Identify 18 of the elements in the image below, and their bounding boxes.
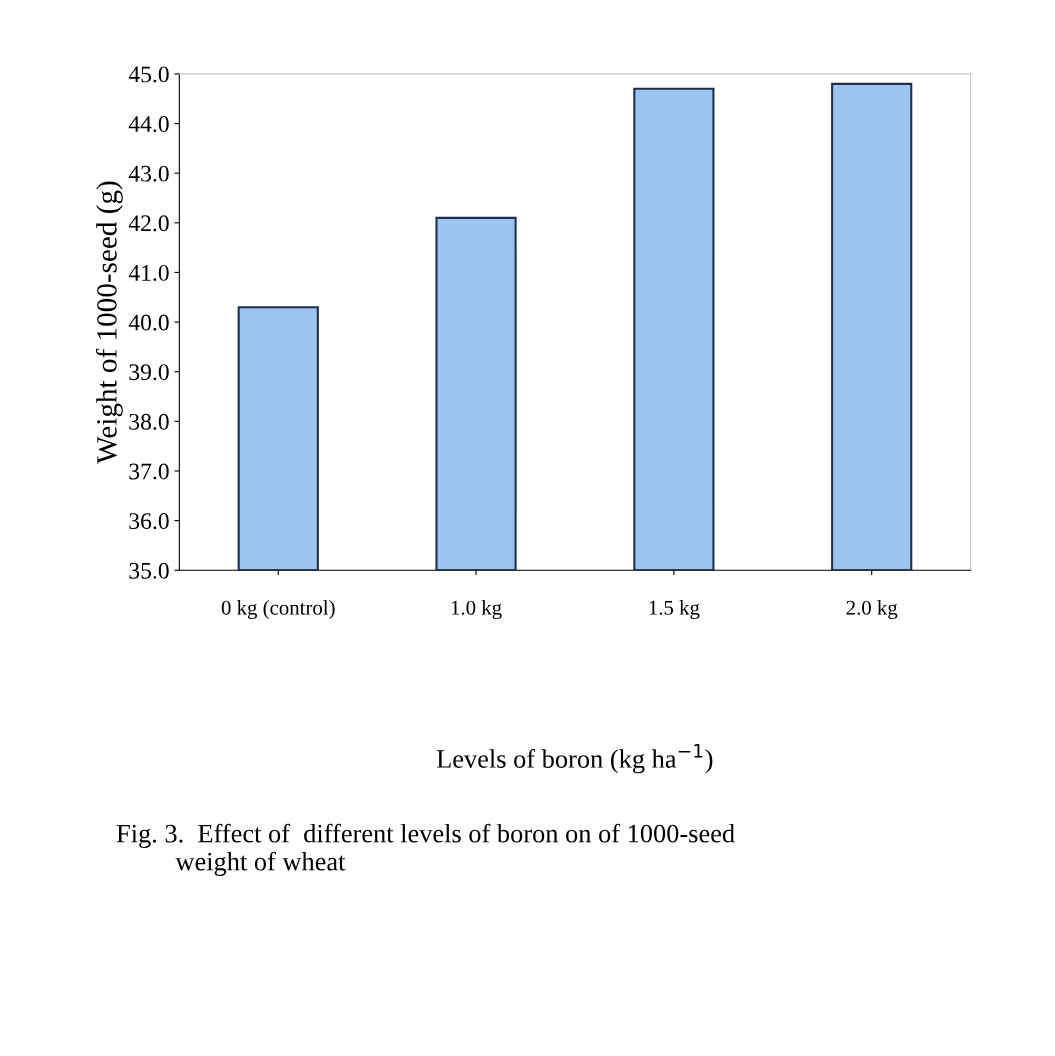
y-tick-label: 37.0	[129, 463, 169, 480]
y-tick-label: 45.0	[128, 66, 169, 83]
y-tick-label: 43.0	[128, 165, 169, 182]
x-tick-label: 1.5 kg	[649, 600, 700, 620]
y-tick-label: 38.0	[129, 413, 169, 430]
y-axis-title: Weight of 1000-seed (g)	[95, 181, 123, 464]
x-tick-label: 2.0 kg	[846, 600, 898, 620]
y-tick-label: 40.0	[128, 314, 169, 331]
caption: Fig. 3. Effect of different levels of boron on of 1000-seed weight of wheat	[116, 823, 735, 876]
y-tick-label: 42.0	[128, 215, 169, 232]
x-axis-title: Levels of boron (kg ha$^{−1}$)	[436, 744, 713, 774]
x-tick-label: 0 kg (control)	[221, 600, 335, 620]
y-tick-label: 44.0	[128, 116, 169, 133]
y-tick-label: 35.0	[129, 562, 169, 579]
y-tick-label: 39.0	[129, 364, 169, 381]
x-tick-label: 1.0 kg	[451, 600, 502, 620]
y-tick-label: 36.0	[129, 513, 169, 530]
y-tick-label: 41.0	[128, 264, 169, 281]
